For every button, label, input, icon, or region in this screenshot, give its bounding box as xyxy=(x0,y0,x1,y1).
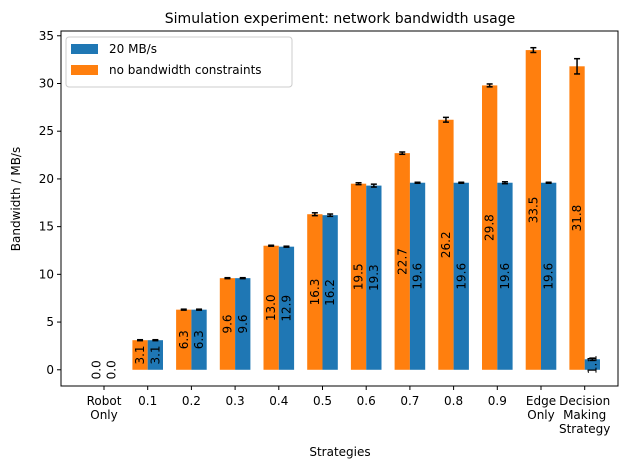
bar-value-label: 19.5 xyxy=(352,263,366,290)
bar xyxy=(176,309,192,370)
bar xyxy=(191,309,207,370)
bar xyxy=(482,85,498,370)
legend-label: no bandwidth constraints xyxy=(109,63,262,77)
bar-value-label: 6.3 xyxy=(192,330,206,349)
bar xyxy=(394,153,410,370)
x-tick-label: 0.6 xyxy=(357,394,376,408)
x-axis-label: Strategies xyxy=(309,445,370,459)
y-tick-label: 5 xyxy=(46,315,54,329)
x-tick-label: 0.7 xyxy=(400,394,419,408)
x-tick-label: 0.2 xyxy=(182,394,201,408)
legend-box xyxy=(65,36,293,88)
bar xyxy=(132,340,148,370)
bar xyxy=(541,182,557,370)
x-tick-label: 0.4 xyxy=(269,394,288,408)
bar xyxy=(453,182,469,370)
x-tick-label: 0.9 xyxy=(488,394,507,408)
bar xyxy=(263,245,279,370)
bar-value-label: 29.8 xyxy=(483,214,497,241)
plot-frame xyxy=(60,30,619,387)
bar-value-label: 1.1 xyxy=(585,355,599,374)
x-tick-label-line: Edge xyxy=(526,394,556,408)
x-tick-label: Edge Only xyxy=(526,394,556,422)
legend-label: 20 MB/s xyxy=(109,42,157,56)
bar-value-label: 33.5 xyxy=(526,197,540,224)
bar xyxy=(219,278,236,370)
y-tick-label: 30 xyxy=(39,76,54,90)
y-tick-label: 20 xyxy=(39,172,54,186)
x-tick-label-line: Strategy xyxy=(559,422,610,436)
x-tick-label-line: Robot xyxy=(87,394,122,408)
x-tick-label: Robot Only xyxy=(87,394,122,422)
x-tick-label-line: Making xyxy=(563,408,606,422)
bar xyxy=(497,182,513,370)
x-tick-label-line: 0.6 xyxy=(357,394,376,408)
bar-value-label: 6.3 xyxy=(177,330,191,349)
bar-value-label: 26.2 xyxy=(439,231,453,258)
x-tick-label-line: 0.7 xyxy=(400,394,419,408)
bar-value-label: 19.6 xyxy=(498,263,512,290)
bar-value-label: 3.1 xyxy=(148,345,162,364)
bar-value-label: 0.0 xyxy=(105,360,119,379)
bar-value-label: 16.3 xyxy=(308,279,322,306)
bar-value-label: 12.9 xyxy=(279,295,293,322)
x-tick-label: Decision Making Strategy xyxy=(559,394,610,436)
y-tick-label: 10 xyxy=(39,267,54,281)
y-tick-label: 35 xyxy=(39,29,54,43)
x-tick-label-line: 0.8 xyxy=(444,394,463,408)
y-tick-label: 25 xyxy=(39,124,54,138)
bar xyxy=(584,359,600,370)
bar-value-label: 22.7 xyxy=(395,248,409,275)
x-tick-label: 0.1 xyxy=(138,394,157,408)
bar xyxy=(525,50,541,370)
bar-value-label: 13.0 xyxy=(264,294,278,321)
x-tick-label-line: 0.9 xyxy=(488,394,507,408)
bar-value-label: 3.1 xyxy=(133,345,147,364)
x-tick-label: 0.5 xyxy=(313,394,332,408)
x-tick-label-line: 0.4 xyxy=(269,394,288,408)
bar xyxy=(350,183,367,370)
bar-value-label: 0.0 xyxy=(89,360,103,379)
bar-value-label: 9.6 xyxy=(236,314,250,333)
bar-value-label: 31.8 xyxy=(570,205,584,232)
bar-value-label: 9.6 xyxy=(220,314,234,333)
x-tick-label-line: Decision xyxy=(559,394,610,408)
error-bars-layer xyxy=(137,46,596,362)
legend-swatch xyxy=(71,65,98,75)
legend-swatch xyxy=(71,44,98,54)
x-tick-label-line: 0.1 xyxy=(138,394,157,408)
bar-value-label: 19.6 xyxy=(454,263,468,290)
x-tick-label-line: Only xyxy=(527,408,555,422)
bar xyxy=(438,119,454,370)
bar xyxy=(307,214,323,370)
y-axis-label: Bandwidth / MB/s xyxy=(9,147,23,251)
x-tick-label-line: Only xyxy=(90,408,118,422)
x-tick-label-line: 0.2 xyxy=(182,394,201,408)
y-tick-label: 15 xyxy=(39,220,54,234)
bars-layer xyxy=(132,50,600,370)
bar xyxy=(235,278,251,370)
bar-value-label: 16.2 xyxy=(323,279,337,306)
bar-value-label: 19.6 xyxy=(411,263,425,290)
bar-value-label: 19.3 xyxy=(367,264,381,291)
x-tick-label: 0.3 xyxy=(226,394,245,408)
bar xyxy=(322,215,338,370)
bar xyxy=(278,246,295,370)
bar-labels-layer: 0.0 3.1 6.3 9.6 13.0 16.3 19.5 22.7 26.2 29.8 33.5… xyxy=(89,197,599,380)
bar xyxy=(409,182,426,370)
legend: 20 MB/s no bandwidth constraints xyxy=(65,36,293,88)
y-tick-label: 0 xyxy=(46,363,54,377)
x-tick-label-line: 0.5 xyxy=(313,394,332,408)
chart-title: Simulation experiment: network bandwidth… xyxy=(165,11,515,27)
bar xyxy=(147,340,163,370)
x-tick-label: 0.8 xyxy=(444,394,463,408)
bar-value-label: 19.6 xyxy=(542,263,556,290)
bar xyxy=(366,185,382,370)
bar xyxy=(569,66,585,370)
x-tick-label-line: 0.3 xyxy=(226,394,245,408)
